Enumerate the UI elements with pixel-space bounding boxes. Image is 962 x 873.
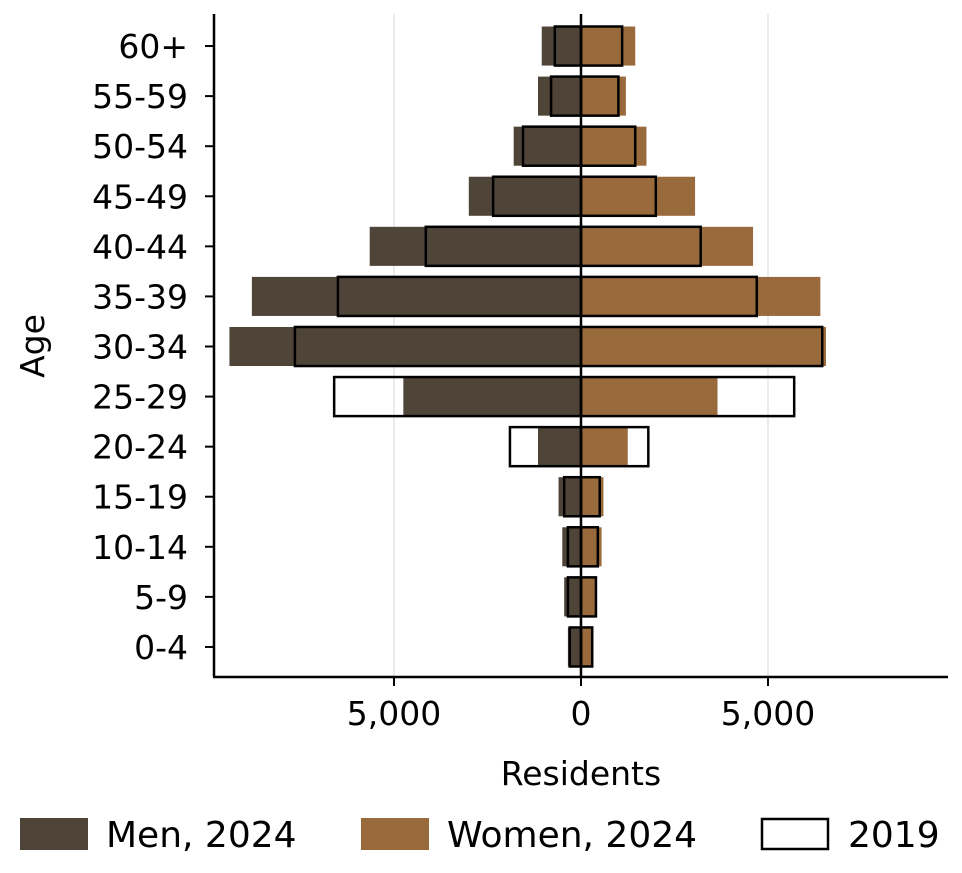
bar-women-2024	[581, 326, 826, 367]
legend-label-women-2024: Women, 2024	[447, 815, 697, 856]
bar-men-2024	[558, 477, 581, 517]
bar-women-2024	[581, 276, 821, 316]
bar-men-2024	[541, 26, 581, 66]
legend-swatch-men-2024	[20, 818, 88, 850]
y-tick-label: 30-34	[92, 328, 188, 367]
y-tick-label: 20-24	[92, 428, 188, 467]
y-tick-label: 60+	[118, 27, 188, 66]
y-tick-label: 55-59	[92, 77, 188, 116]
y-tick-label: 5-9	[134, 578, 188, 617]
x-tick-label: 0	[571, 694, 592, 733]
bar-women-2024	[581, 377, 718, 417]
legend-label-2019: 2019	[848, 815, 940, 856]
y-tick-label: 25-29	[92, 378, 188, 417]
bar-men-2024	[537, 427, 581, 467]
bar-men-2024	[537, 76, 581, 116]
bar-men-2024	[369, 226, 581, 266]
legend-swatch-2019	[760, 817, 830, 851]
bar-women-2024	[581, 176, 696, 216]
bar-men-2024	[251, 276, 581, 316]
bar-women-2024	[581, 527, 602, 567]
y-tick-label: 45-49	[92, 177, 188, 216]
y-tick-label: 0-4	[134, 628, 188, 667]
tick-labels: 5,000 0 5,000 0-4 5-9 10-14 15-19 20-24 25-29 30-…	[92, 27, 815, 733]
x-tick-label: 5,000	[347, 694, 441, 733]
bar-men-2024	[567, 627, 581, 667]
x-axis-title: Residents	[501, 754, 661, 793]
bar-women-2024	[581, 577, 596, 617]
bar-women-2024	[581, 226, 754, 266]
bar-women-2024	[581, 477, 604, 517]
bar-men-2024	[513, 126, 581, 166]
legend: Men, 2024 Women, 2024 2019	[20, 815, 940, 856]
y-axis-title: Age	[13, 314, 52, 378]
y-tick-label: 40-44	[92, 227, 188, 266]
bar-men-2024	[562, 527, 581, 567]
legend-swatch-women-2024	[361, 818, 429, 850]
bar-men-2024	[229, 326, 581, 367]
bar-women-2024	[581, 26, 636, 66]
bar-men-2024	[468, 176, 581, 216]
legend-label-men-2024: Men, 2024	[106, 815, 297, 856]
bar-women-2024	[581, 627, 593, 667]
y-tick-label: 35-39	[92, 277, 188, 316]
bar-women-2024	[581, 126, 647, 166]
y-tick-label: 50-54	[92, 127, 188, 166]
x-tick-label: 5,000	[721, 694, 815, 733]
y-tick-label: 10-14	[92, 528, 188, 567]
bar-men-2024	[403, 377, 581, 417]
bar-women-2024	[581, 427, 628, 467]
bars	[229, 14, 826, 677]
y-tick-label: 15-19	[92, 478, 188, 517]
